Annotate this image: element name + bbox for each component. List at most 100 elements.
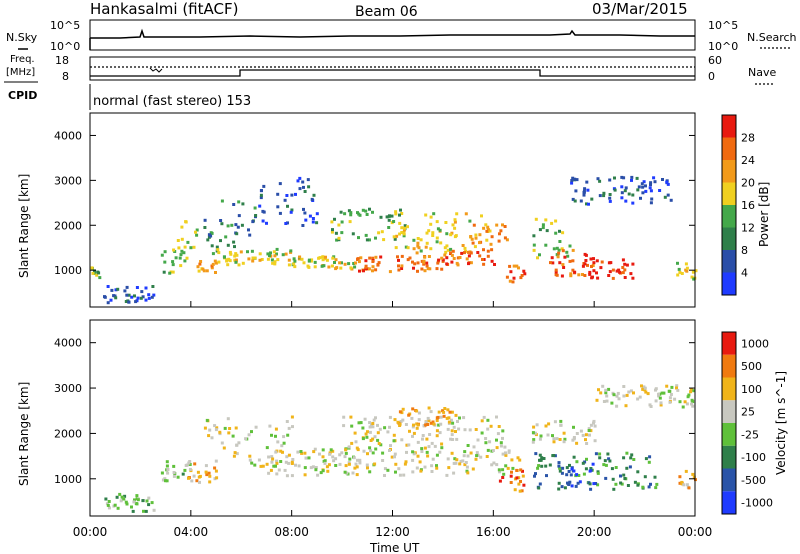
data-cell bbox=[107, 500, 111, 503]
data-cell bbox=[206, 238, 210, 242]
data-cell bbox=[165, 479, 169, 483]
data-cell bbox=[308, 214, 312, 218]
colorbar-tick-label: -100 bbox=[741, 451, 766, 464]
data-cell bbox=[199, 260, 203, 263]
data-cell bbox=[265, 221, 268, 225]
data-cell bbox=[532, 425, 536, 429]
data-cell bbox=[285, 194, 289, 197]
data-cell bbox=[691, 472, 695, 476]
data-cell bbox=[592, 421, 595, 425]
data-cell bbox=[368, 446, 372, 450]
data-cell bbox=[599, 391, 603, 395]
data-cell bbox=[596, 276, 600, 280]
data-cell bbox=[258, 252, 262, 256]
data-cell bbox=[261, 464, 265, 468]
data-cell bbox=[554, 268, 558, 272]
data-cell bbox=[685, 483, 689, 487]
data-cell bbox=[419, 238, 423, 242]
data-cell bbox=[228, 259, 232, 263]
data-cell bbox=[446, 457, 450, 461]
data-cell bbox=[482, 248, 485, 252]
data-cell bbox=[602, 194, 606, 198]
data-cell bbox=[571, 176, 575, 180]
data-cell bbox=[420, 447, 424, 451]
data-cell bbox=[258, 204, 262, 208]
data-cell bbox=[371, 256, 375, 260]
data-cell bbox=[197, 475, 201, 479]
data-cell bbox=[318, 256, 322, 260]
data-cell bbox=[321, 455, 325, 459]
data-cell bbox=[478, 254, 482, 258]
data-cell bbox=[584, 438, 587, 442]
colorbar-tick-label: 20 bbox=[741, 177, 755, 190]
data-cell bbox=[449, 233, 453, 237]
data-cell bbox=[449, 418, 453, 422]
data-cell bbox=[350, 441, 354, 445]
data-cell bbox=[479, 455, 483, 459]
data-cell bbox=[503, 225, 507, 228]
data-cell bbox=[424, 420, 428, 424]
data-cell bbox=[333, 217, 336, 221]
data-cell bbox=[289, 249, 293, 253]
data-cell bbox=[538, 458, 541, 462]
data-cell bbox=[132, 500, 136, 504]
data-cell bbox=[498, 470, 502, 474]
data-cell bbox=[533, 431, 537, 435]
data-cell bbox=[691, 270, 695, 274]
data-cell bbox=[429, 215, 433, 219]
data-cell bbox=[387, 218, 391, 222]
data-cell bbox=[438, 450, 442, 454]
y-tick-label: 2000 bbox=[54, 219, 82, 232]
data-cell bbox=[515, 468, 519, 472]
data-cell bbox=[456, 256, 460, 260]
data-cell bbox=[233, 254, 237, 258]
data-cell bbox=[371, 425, 375, 429]
data-cell bbox=[497, 468, 501, 472]
data-cell bbox=[427, 419, 431, 423]
data-cell bbox=[499, 441, 503, 445]
data-cell bbox=[393, 418, 397, 422]
x-tick-label: 00:00 bbox=[73, 525, 108, 539]
data-cell bbox=[637, 185, 641, 189]
data-cell bbox=[364, 209, 368, 213]
data-cell bbox=[639, 196, 642, 200]
data-cell bbox=[644, 457, 648, 461]
colorbar-swatch bbox=[722, 137, 736, 160]
data-cell bbox=[596, 471, 600, 475]
power-ylabel: Slant Range [km] bbox=[17, 174, 31, 278]
data-cell bbox=[629, 272, 633, 276]
data-cell bbox=[160, 471, 164, 475]
data-cell bbox=[268, 424, 272, 428]
data-cell bbox=[510, 470, 513, 474]
data-cell bbox=[211, 252, 215, 256]
data-cell bbox=[368, 430, 372, 434]
data-cell bbox=[596, 470, 600, 474]
data-cell bbox=[454, 430, 457, 433]
data-cell bbox=[291, 425, 294, 429]
data-cell bbox=[438, 228, 442, 232]
data-cell bbox=[385, 215, 389, 219]
data-cell bbox=[354, 462, 358, 466]
data-cell bbox=[124, 500, 128, 504]
data-cell bbox=[532, 438, 536, 442]
data-cell bbox=[215, 476, 219, 480]
data-cell bbox=[431, 420, 435, 424]
data-cell bbox=[394, 212, 398, 216]
data-cell bbox=[659, 401, 663, 405]
colorbar-tick-label: -1000 bbox=[741, 497, 773, 510]
data-cell bbox=[371, 437, 375, 441]
data-cell bbox=[577, 273, 581, 277]
data-cell bbox=[338, 261, 342, 265]
data-cell bbox=[556, 255, 560, 259]
data-cell bbox=[561, 231, 565, 235]
data-cell bbox=[558, 469, 562, 473]
data-cell bbox=[450, 433, 454, 437]
data-cell bbox=[376, 431, 380, 435]
data-cell bbox=[655, 482, 659, 486]
data-cell bbox=[654, 486, 658, 490]
data-cell bbox=[309, 259, 313, 263]
data-cell bbox=[553, 420, 557, 424]
data-cell bbox=[649, 405, 653, 408]
data-cell bbox=[416, 423, 420, 427]
data-cell bbox=[330, 230, 334, 234]
